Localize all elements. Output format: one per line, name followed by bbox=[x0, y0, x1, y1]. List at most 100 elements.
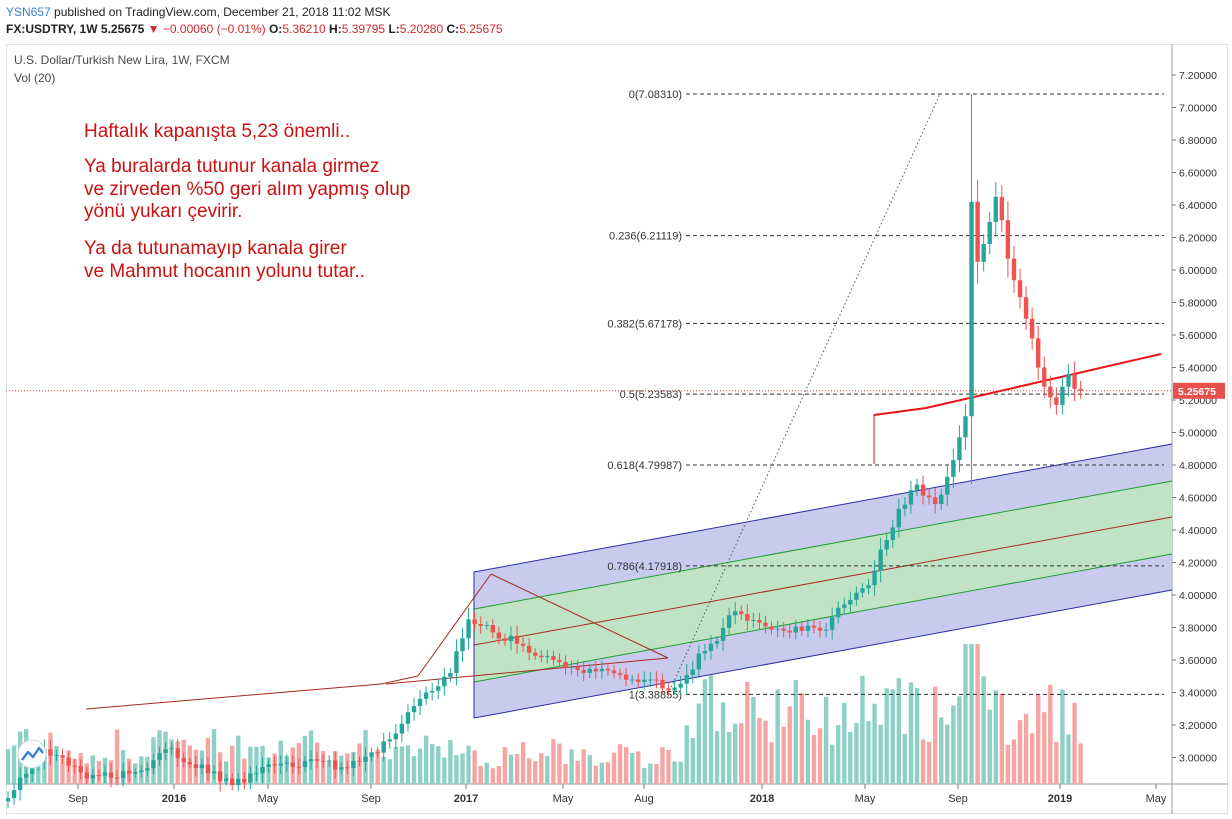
candle-body bbox=[533, 652, 538, 656]
volume-bar bbox=[805, 719, 811, 784]
fib-retracement[interactable]: 0(7.08310) 0.236(6.21119) 0.382(5.67178) 0.… bbox=[607, 89, 1164, 701]
candle-body bbox=[551, 656, 556, 660]
price-tick-label: 4.00000 bbox=[1179, 590, 1217, 602]
channel-upper-line[interactable] bbox=[473, 443, 1173, 573]
time-tick-label: 2018 bbox=[750, 793, 774, 805]
candle-body bbox=[1036, 338, 1041, 368]
candle-body bbox=[72, 765, 77, 767]
price-chart[interactable]: 0(7.08310) 0.236(6.21119) 0.382(5.67178) 0.… bbox=[5, 43, 1229, 815]
candle-body bbox=[884, 540, 889, 550]
volume-bar bbox=[914, 688, 920, 784]
price-tick-label: 3.60000 bbox=[1179, 655, 1217, 667]
volume-bar bbox=[460, 753, 465, 784]
candle-body bbox=[84, 772, 89, 779]
username-link[interactable]: YSN657 bbox=[6, 5, 51, 19]
volume-bar bbox=[708, 675, 714, 784]
fib-diagonal bbox=[667, 93, 941, 695]
candle-body bbox=[175, 748, 180, 758]
support-trend-line[interactable] bbox=[873, 353, 1162, 416]
channel-median-line[interactable] bbox=[473, 516, 1173, 646]
volume-bar bbox=[733, 723, 738, 784]
low-value: 5.20280 bbox=[399, 22, 444, 36]
candle-body bbox=[496, 632, 502, 639]
candle-body bbox=[623, 674, 629, 680]
candle-body bbox=[660, 679, 665, 689]
fib-level-label: 0.786(4.17918) bbox=[607, 561, 682, 573]
candle-body bbox=[805, 625, 811, 631]
volume-bar bbox=[42, 757, 47, 784]
annotation-line: Ya da tutunamayıp kanala girer bbox=[84, 238, 347, 259]
trend-line-rise[interactable] bbox=[417, 573, 492, 677]
candle-body bbox=[866, 585, 871, 589]
price-tick-label: 4.40000 bbox=[1179, 525, 1217, 537]
candle-body bbox=[302, 761, 308, 768]
time-tick-label: 2017 bbox=[454, 793, 478, 805]
candle-body bbox=[526, 645, 532, 653]
candle-body bbox=[351, 760, 356, 769]
price-tick-label: 3.20000 bbox=[1179, 720, 1217, 732]
candle-body bbox=[1011, 258, 1017, 281]
trend-line-lower[interactable] bbox=[85, 675, 419, 710]
volume-bar bbox=[751, 696, 756, 784]
volume-bar bbox=[926, 741, 932, 784]
parallel-channel[interactable] bbox=[473, 443, 1173, 719]
price-tick-label: 5.00000 bbox=[1179, 428, 1217, 440]
annotation-text[interactable]: Haftalık kapanışta 5,23 önemli.. Ya bural… bbox=[84, 121, 410, 282]
time-tick-label: 2019 bbox=[1048, 793, 1072, 805]
volume-bar bbox=[114, 729, 120, 784]
volume-bar bbox=[526, 758, 532, 784]
volume-bar bbox=[1066, 734, 1071, 784]
volume-bar bbox=[1005, 745, 1011, 784]
trend-line-fall[interactable] bbox=[490, 573, 669, 659]
volume-bar bbox=[242, 758, 247, 784]
time-axis[interactable]: Sep 2016 May Sep 2017 May Aug 2018 May Sep 2019 May bbox=[68, 784, 1167, 805]
time-tick-label: May bbox=[1146, 793, 1167, 805]
time-tick-label: 2016 bbox=[162, 793, 186, 805]
candle-body bbox=[314, 759, 320, 761]
volume-bar bbox=[957, 696, 962, 784]
channel-inner-upper-line[interactable] bbox=[473, 480, 1173, 610]
candle-body bbox=[690, 669, 695, 675]
ohlc-line: FX:USDTRY, 1W 5.25675 ▼ −0.00060 (−0.01%… bbox=[6, 22, 503, 36]
candle-body bbox=[17, 777, 23, 791]
candle-body bbox=[423, 692, 429, 699]
volume-bar bbox=[605, 762, 611, 784]
candle-body bbox=[393, 733, 399, 740]
candle-body bbox=[320, 760, 326, 762]
candle-body bbox=[66, 757, 71, 766]
price-tick-label: 4.60000 bbox=[1179, 493, 1217, 505]
chart-header: YSN657 published on TradingView.com, Dec… bbox=[0, 0, 1232, 40]
chart-area[interactable]: 0(7.08310) 0.236(6.21119) 0.382(5.67178) 0.… bbox=[5, 43, 1229, 819]
channel-inner-lower-line[interactable] bbox=[473, 553, 1173, 683]
volume-bar bbox=[1054, 741, 1059, 784]
volume-bar bbox=[872, 703, 877, 784]
volume-bar bbox=[417, 748, 423, 784]
volume-bar bbox=[405, 745, 411, 784]
volume-bar bbox=[1060, 689, 1065, 784]
candle-body bbox=[975, 201, 980, 262]
candle-body bbox=[508, 635, 514, 642]
candle-body bbox=[387, 739, 392, 742]
volume-bar bbox=[939, 717, 944, 784]
candle-body bbox=[484, 625, 489, 627]
candle-body bbox=[939, 494, 944, 504]
price-axis[interactable]: 3.00000 3.20000 3.40000 3.60000 3.80000 4.000… bbox=[1172, 70, 1217, 765]
volume-bar bbox=[775, 689, 780, 784]
candle-body bbox=[599, 668, 605, 672]
candle-body bbox=[248, 773, 253, 783]
fib-level-label: 0.382(5.67178) bbox=[607, 318, 682, 330]
channel-lower-line[interactable] bbox=[473, 589, 1173, 719]
candle-body bbox=[514, 635, 520, 644]
publish-line: YSN657 published on TradingView.com, Dec… bbox=[6, 5, 390, 19]
volume-bar bbox=[811, 734, 817, 784]
candle-body bbox=[1072, 374, 1077, 389]
candle-body bbox=[648, 679, 653, 681]
volume-bar bbox=[726, 732, 732, 784]
candle-body bbox=[375, 752, 380, 754]
candle-body bbox=[733, 611, 738, 616]
trend-line-base[interactable] bbox=[385, 657, 669, 685]
volume-bar bbox=[678, 761, 683, 784]
price-tick-label: 3.80000 bbox=[1179, 623, 1217, 635]
candle-body bbox=[902, 504, 908, 509]
trend-lines[interactable] bbox=[85, 353, 1162, 710]
